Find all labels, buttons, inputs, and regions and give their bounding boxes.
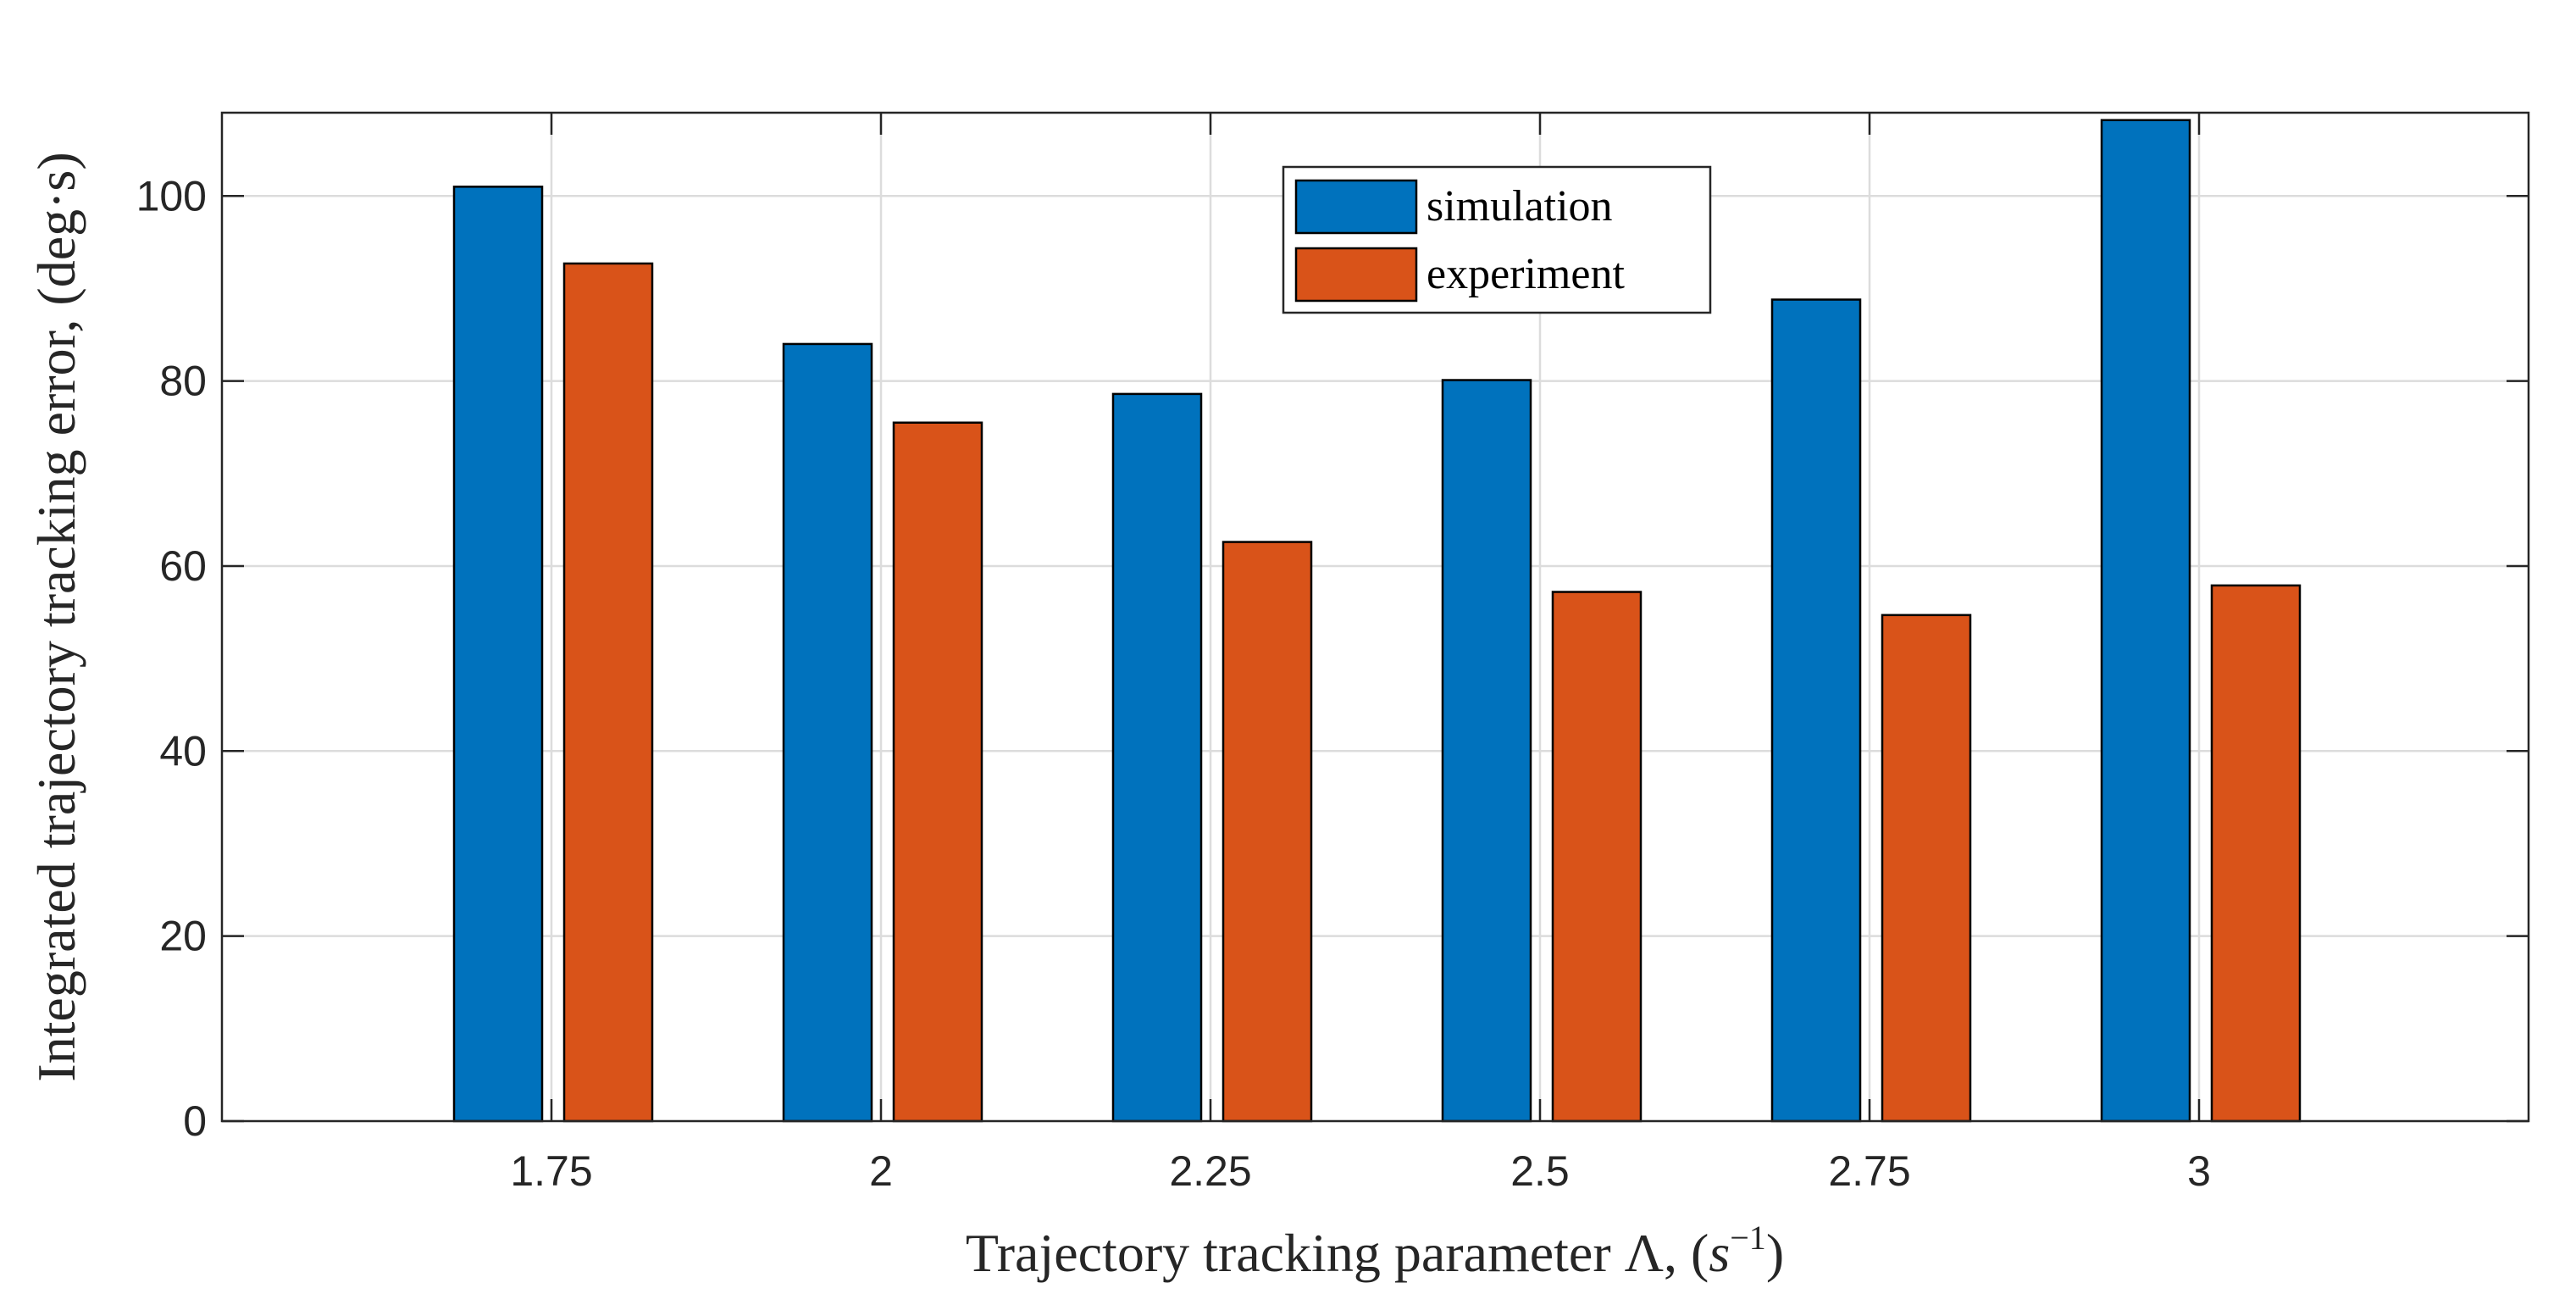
- axis-ticks: 0 20 40 60 80 100 1.75 2 2.25 2.5 2.75 3: [136, 113, 2529, 1195]
- y-tick-label: 40: [159, 727, 207, 775]
- y-tick-label: 60: [159, 542, 207, 590]
- bar-experiment-3: [2210, 584, 2302, 1123]
- bars: [452, 119, 2302, 1123]
- x-tick-label: 3: [2187, 1147, 2211, 1195]
- x-axis-title: Trajectory tracking parameter Λ, (s−1): [966, 1219, 1784, 1283]
- y-tick-label: 80: [159, 358, 207, 405]
- bar-simulation-2_25: [1111, 392, 1203, 1123]
- legend-swatch-simulation: [1294, 179, 1418, 235]
- bar-experiment-2_25: [1222, 541, 1313, 1123]
- legend-label-experiment: experiment: [1426, 250, 1625, 298]
- legend: simulation experiment: [1282, 165, 1712, 314]
- legend-swatch-experiment: [1294, 247, 1418, 303]
- legend-label-simulation: simulation: [1426, 182, 1613, 230]
- bar-experiment-2_5: [1551, 591, 1643, 1123]
- y-axis-title: Integrated trajectory tracking error, (d…: [26, 152, 86, 1081]
- y-tick-label: 20: [159, 913, 207, 960]
- x-tick-label: 2.25: [1169, 1147, 1251, 1195]
- plot-frame: [220, 111, 2530, 1123]
- bar-simulation-3: [2100, 119, 2191, 1123]
- y-tick-label: 0: [183, 1097, 207, 1145]
- bar-simulation-2_75: [1770, 298, 1862, 1123]
- bar-simulation-1_75: [452, 186, 544, 1123]
- x-tick-label: 2: [869, 1147, 893, 1195]
- bar-simulation-2_5: [1441, 379, 1532, 1123]
- x-tick-label: 1.75: [510, 1147, 592, 1195]
- bar-simulation-2: [782, 342, 873, 1123]
- x-tick-label: 2.5: [1510, 1147, 1570, 1195]
- bar-experiment-1_75: [562, 262, 654, 1123]
- x-tick-label: 2.75: [1828, 1147, 1910, 1195]
- y-tick-label: 100: [136, 172, 207, 219]
- bar-experiment-2_75: [1881, 614, 1972, 1123]
- bar-experiment-2: [892, 421, 983, 1123]
